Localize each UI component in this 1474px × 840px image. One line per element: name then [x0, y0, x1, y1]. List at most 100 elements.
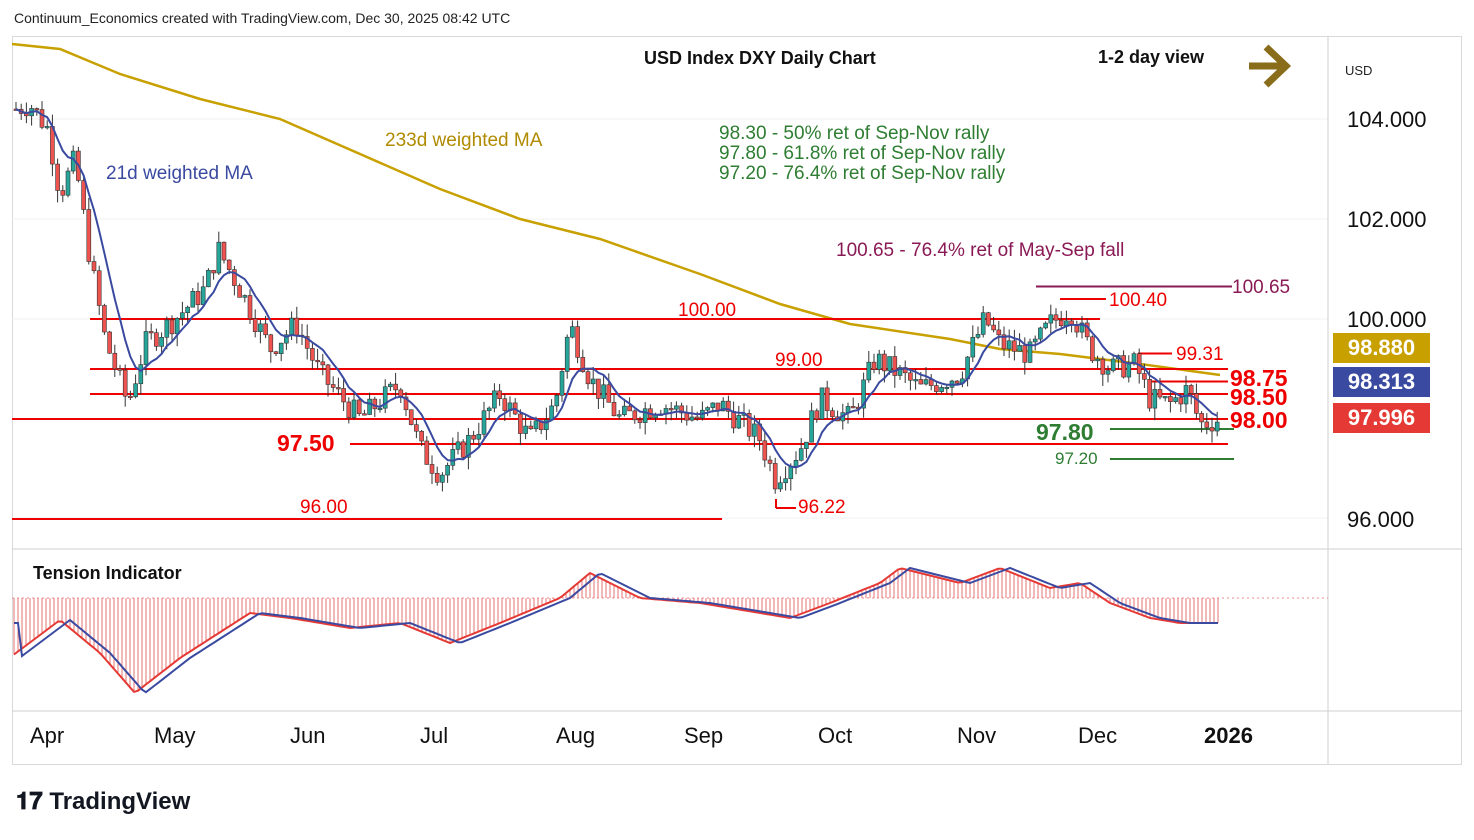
candle: [325, 363, 331, 397]
candle: [564, 334, 570, 379]
candle: [986, 311, 991, 327]
candle-body: [570, 326, 575, 338]
candle-body: [518, 413, 523, 434]
candle-body: [180, 312, 185, 319]
candle-body: [1053, 314, 1059, 321]
candle-body: [554, 395, 560, 407]
candle: [700, 401, 705, 421]
candle: [492, 383, 497, 413]
candle-body: [195, 290, 201, 305]
level-label-99: 99.00: [775, 350, 823, 371]
level-label-9850: 98.50: [1230, 384, 1288, 410]
candle-body: [705, 407, 710, 411]
candle: [252, 309, 258, 338]
ma233-path: [11, 42, 1221, 377]
candle-body: [632, 410, 638, 421]
candle-body: [377, 407, 383, 410]
candle-body: [403, 396, 409, 411]
candle: [1126, 355, 1132, 383]
view-label: 1-2 day view: [1098, 47, 1205, 67]
candle: [752, 415, 757, 448]
candle-body: [991, 324, 996, 331]
candle-body: [1032, 338, 1038, 343]
candle: [154, 328, 159, 351]
candle: [1027, 338, 1033, 364]
candle-body: [908, 372, 913, 381]
candle-body: [1121, 355, 1126, 378]
candle: [518, 409, 523, 446]
candle-body: [424, 440, 430, 465]
candle: [554, 393, 560, 412]
candle: [102, 303, 107, 335]
candle-body: [980, 312, 986, 335]
candle-body: [762, 440, 768, 461]
candle-body: [351, 399, 357, 418]
candle: [424, 436, 430, 465]
candle-body: [1147, 379, 1152, 409]
x-label-aug: Aug: [556, 723, 595, 748]
x-label-nov: Nov: [957, 723, 996, 748]
candle-body: [320, 361, 326, 366]
candle: [502, 393, 508, 421]
candle-body: [1001, 334, 1007, 350]
candle-body: [814, 410, 820, 420]
candle: [299, 323, 305, 346]
candle: [471, 430, 476, 444]
candle: [528, 420, 534, 430]
candle: [159, 332, 164, 355]
candle: [606, 373, 612, 403]
may-sep-note: 100.65 - 76.4% ret of May-Sep fall: [836, 240, 1124, 261]
candle-body: [356, 399, 362, 414]
price-box-last: 97.996: [1333, 403, 1430, 433]
candle-body: [122, 369, 128, 397]
candle-body: [684, 412, 690, 421]
candle-body: [689, 416, 695, 421]
candle-body: [476, 434, 482, 440]
candle: [596, 378, 601, 410]
chart-title: USD Index DXY Daily Chart: [644, 48, 876, 68]
candle-body: [986, 312, 991, 326]
candle: [486, 406, 492, 420]
candle: [1188, 383, 1194, 405]
candle: [809, 402, 814, 443]
candle-body: [720, 400, 726, 412]
candle-body: [128, 395, 133, 398]
candle: [315, 348, 320, 369]
candle-body: [232, 269, 237, 286]
x-label-oct: Oct: [818, 723, 852, 748]
candle: [622, 398, 627, 417]
candle-body: [798, 448, 804, 461]
candle-body: [1012, 340, 1017, 352]
candle: [523, 414, 528, 440]
candle-body: [330, 384, 336, 388]
candle: [585, 367, 591, 390]
candle: [1105, 365, 1111, 383]
candle-body: [944, 386, 950, 390]
candle-body: [830, 410, 835, 418]
level-label-9622: 96.22: [798, 497, 846, 518]
candle: [798, 438, 804, 462]
candle: [237, 283, 242, 298]
candle: [850, 397, 856, 409]
level-label-96: 96.00: [300, 497, 348, 518]
candle-body: [434, 473, 440, 483]
candle: [965, 356, 970, 387]
candle: [632, 409, 638, 424]
candle-body: [367, 398, 372, 415]
candle: [29, 104, 34, 126]
candle-body: [850, 406, 856, 409]
candle: [512, 398, 518, 416]
candle-body: [897, 367, 903, 376]
x-label-2026: 2026: [1204, 723, 1253, 748]
candle-body: [159, 336, 164, 347]
candle-body: [622, 405, 627, 415]
candle: [133, 374, 138, 399]
candle-body: [39, 109, 45, 128]
candle-body: [627, 405, 632, 412]
candle: [351, 391, 357, 420]
candle-body: [174, 317, 180, 335]
candle: [180, 301, 185, 326]
candle: [767, 455, 773, 472]
candle-body: [746, 413, 752, 437]
